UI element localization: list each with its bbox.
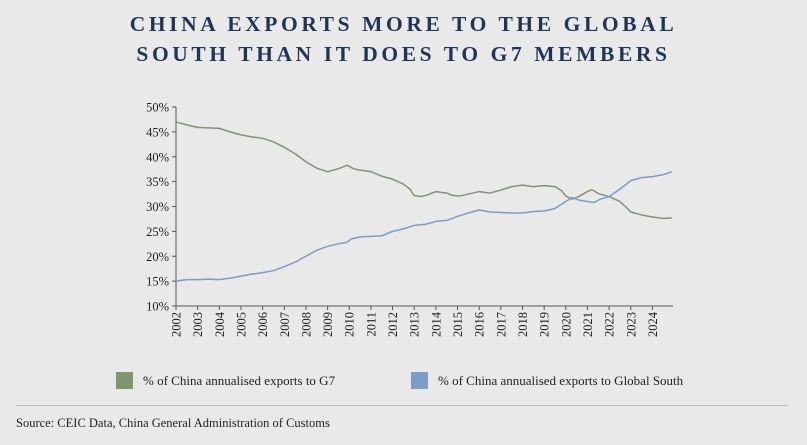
series-lines xyxy=(175,121,673,282)
x-tick-label: 2009 xyxy=(321,312,335,337)
legend-swatch-global-south xyxy=(411,372,428,389)
y-tick-label: 20% xyxy=(146,250,169,264)
x-tick-label: 2006 xyxy=(256,312,270,337)
y-tick-label: 35% xyxy=(146,175,169,189)
legend-label-g7: % of China annualised exports to G7 xyxy=(143,372,336,388)
legend: % of China annualised exports to G7 % of… xyxy=(0,372,807,390)
series-line-global-south xyxy=(175,170,673,282)
y-tick-label: 15% xyxy=(146,275,169,289)
y-tick-label: 30% xyxy=(146,200,169,214)
x-tick-label: 2017 xyxy=(494,312,508,337)
x-tick-label: 2020 xyxy=(559,312,573,337)
chart-title: CHINA EXPORTS MORE TO THE GLOBAL SOUTH T… xyxy=(0,9,807,69)
x-tick-label: 2016 xyxy=(473,312,487,337)
x-tick-label: 2021 xyxy=(581,312,595,337)
x-tick-label: 2015 xyxy=(451,312,465,337)
source-note: Source: CEIC Data, China General Adminis… xyxy=(16,416,330,430)
y-tick-label: 10% xyxy=(146,300,169,314)
x-tick-label: 2012 xyxy=(386,312,400,337)
x-tick-label: 2024 xyxy=(646,311,660,337)
y-tick-label: 40% xyxy=(146,150,169,164)
x-tick-label: 2014 xyxy=(429,311,443,337)
series-line-g7 xyxy=(175,121,672,220)
y-tick-label: 25% xyxy=(146,225,169,239)
legend-swatch-g7 xyxy=(116,372,133,389)
legend-label-global-south: % of China annualised exports to Global … xyxy=(438,372,684,388)
legend-item-g7: % of China annualised exports to G7 xyxy=(116,372,335,389)
x-tick-label: 2007 xyxy=(278,312,292,337)
y-tick-label: 45% xyxy=(146,125,169,139)
legend-item-global-south: % of China annualised exports to Global … xyxy=(411,372,683,389)
x-tick-label: 2005 xyxy=(234,312,248,337)
x-tick-label: 2010 xyxy=(343,312,357,337)
y-tick-label: 50% xyxy=(146,101,169,115)
x-tick-label: 2023 xyxy=(624,312,638,337)
x-tick-label: 2019 xyxy=(538,312,552,337)
x-tick-label: 2004 xyxy=(213,311,227,337)
chart-title-line-1: CHINA EXPORTS MORE TO THE GLOBAL xyxy=(129,12,678,36)
x-axis: 2002 2003 2004 2005 2006 2007 2008 2009 2010 2011… xyxy=(170,305,673,337)
x-tick-label: 2011 xyxy=(364,312,378,337)
line-chart: 10% 15% 20% 25% 30% 35% 40% 45% 50% 2002 2003 2004… xyxy=(146,101,673,337)
x-tick-label: 2008 xyxy=(299,312,313,337)
x-tick-label: 2013 xyxy=(408,312,422,337)
x-tick-label: 2018 xyxy=(516,312,530,337)
divider xyxy=(16,405,788,406)
x-tick-label: 2022 xyxy=(603,312,617,337)
y-axis: 10% 15% 20% 25% 30% 35% 40% 45% 50% xyxy=(146,101,177,314)
chart-title-line-2: SOUTH THAN IT DOES TO G7 MEMBERS xyxy=(136,42,671,66)
x-tick-label: 2003 xyxy=(191,312,205,337)
x-tick-label: 2002 xyxy=(170,312,184,337)
